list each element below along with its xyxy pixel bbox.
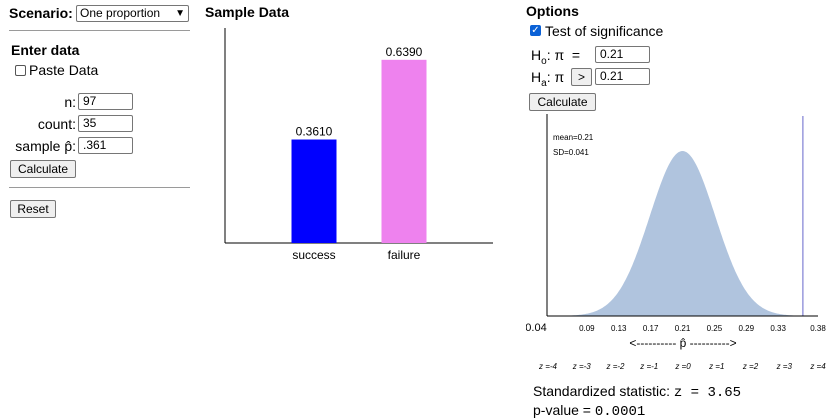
h0-label: Ho: π = <box>531 47 580 67</box>
sd-label: SD=0.041 <box>553 148 589 157</box>
test-of-significance-label: Test of significance <box>545 23 664 39</box>
enter-data-heading: Enter data <box>11 42 80 58</box>
chevron-down-icon: ▼ <box>175 8 185 19</box>
z-label: z =4 <box>809 362 826 371</box>
null-distribution-curve <box>547 151 818 316</box>
dist-tick-label: 0.38 <box>810 324 826 333</box>
bar-failure <box>381 59 427 243</box>
mean-label: mean=0.21 <box>553 133 594 142</box>
statistic-value: z = 3.65 <box>673 385 742 401</box>
h0-main: H <box>531 47 542 63</box>
ha-main: H <box>531 69 542 85</box>
dist-tick-label: 0.13 <box>611 324 627 333</box>
reset-button[interactable]: Reset <box>10 200 56 218</box>
count-input[interactable]: 35 <box>78 115 133 132</box>
sample-phat-label: sample p̂: <box>15 138 76 154</box>
pvalue-value: 0.0001 <box>594 404 646 420</box>
ha-value-input[interactable]: 0.21 <box>595 68 650 85</box>
bar-category-label-success: success <box>292 248 335 262</box>
test-of-significance-checkbox[interactable]: ✓ <box>530 25 541 36</box>
z-label: z =-1 <box>639 362 658 371</box>
bar-category-label-failure: failure <box>388 248 421 262</box>
dist-tick-label: 0.09 <box>579 324 595 333</box>
pvalue-row: p-value = 0.0001 <box>533 402 645 420</box>
bar-success <box>291 139 337 243</box>
paste-data-label: Paste Data <box>29 62 99 78</box>
bar-value-label-failure: 0.6390 <box>386 45 423 59</box>
ha-operator-button[interactable]: > <box>571 68 592 86</box>
z-label: z =-3 <box>572 362 592 371</box>
dist-tick-label: 0.29 <box>738 324 754 333</box>
dist-tick-label: 0.04 <box>526 322 547 334</box>
calculate-button-right[interactable]: Calculate <box>529 93 596 111</box>
dist-tick-label: 0.17 <box>643 324 659 333</box>
divider-top <box>9 30 190 31</box>
paste-data-checkbox[interactable] <box>15 65 26 76</box>
dist-tick-label: 0.33 <box>770 324 786 333</box>
null-distribution-chart: mean=0.21 SD=0.041 0.04 0.09 0.13 0.17 0.21 0… <box>526 114 826 371</box>
ha-label: Ha: π <box>531 69 564 89</box>
scenario-select-value: One proportion <box>80 6 161 20</box>
dist-tick-label: 0.25 <box>707 324 723 333</box>
standardized-statistic-row: Standardized statistic: z = 3.65 <box>533 383 741 401</box>
ha-rest: : π <box>546 69 565 85</box>
z-label: z =2 <box>742 362 759 371</box>
bar-value-label-success: 0.3610 <box>296 125 333 139</box>
scenario-select[interactable]: One proportion ▼ <box>76 5 189 22</box>
sample-data-heading: Sample Data <box>205 4 290 20</box>
phat-axis-caption: <---------- p̂ ----------> <box>629 336 736 350</box>
z-label: z =-2 <box>605 362 625 371</box>
statistic-label: Standardized statistic: <box>533 383 670 399</box>
scenario-label: Scenario: <box>9 5 73 21</box>
z-label: z =0 <box>674 362 691 371</box>
pvalue-label: p-value = <box>533 402 591 418</box>
dist-tick-label: 0.21 <box>675 324 691 333</box>
z-label: z =3 <box>776 362 793 371</box>
sample-bar-chart: 0.3610 success 0.6390 failure <box>224 28 493 262</box>
h0-rest: : π = <box>546 47 581 63</box>
sample-phat-input[interactable]: .361 <box>78 137 133 154</box>
z-label: z =-4 <box>538 362 558 371</box>
calculate-button-left[interactable]: Calculate <box>10 160 76 178</box>
h0-sub: o <box>541 55 547 67</box>
ha-sub: a <box>541 77 547 89</box>
options-heading: Options <box>526 3 579 19</box>
z-label: z =1 <box>708 362 724 371</box>
n-input[interactable]: 97 <box>78 93 133 110</box>
h0-value-input[interactable]: 0.21 <box>595 46 650 63</box>
n-label: n: <box>64 94 76 110</box>
divider-middle <box>9 187 190 188</box>
count-label: count: <box>37 116 76 132</box>
